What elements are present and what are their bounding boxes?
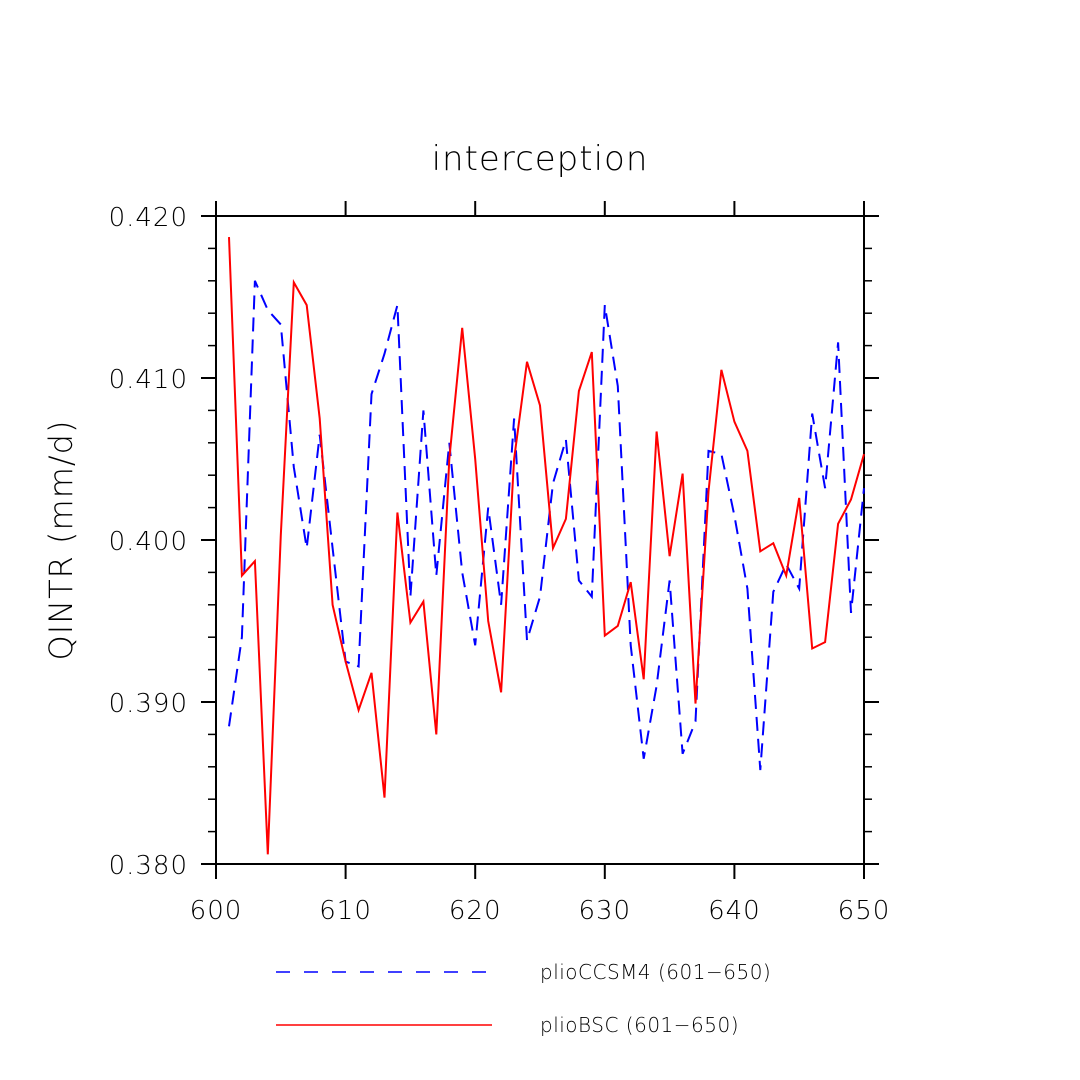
x-tick-label: 600 xyxy=(190,896,243,926)
series-line-2 xyxy=(228,237,865,855)
y-tick-label: 0.400 xyxy=(109,527,188,557)
y-tick-label: 0.410 xyxy=(109,365,188,395)
chart-title: interception xyxy=(432,139,649,179)
x-tick-label: 620 xyxy=(449,896,502,926)
x-tick-label: 610 xyxy=(319,896,372,926)
plot-area: 600 610 620 630 640 650 0.380 0.390 0.400 0.410 0.… xyxy=(109,201,891,926)
y-axis-label: QINTR (mm/d) xyxy=(42,420,80,661)
series-line-1 xyxy=(228,280,865,771)
legend: plioCCSM4 (601−650) plioBSC (601−650) xyxy=(276,960,771,1037)
x-tick-label: 630 xyxy=(578,896,631,926)
x-tick-label: 650 xyxy=(838,896,891,926)
x-tick-label: 640 xyxy=(708,896,761,926)
y-tick-label: 0.390 xyxy=(109,689,188,719)
legend-label-1: plioCCSM4 (601−650) xyxy=(540,960,771,984)
plot-frame xyxy=(215,215,865,865)
y-tick-label: 0.420 xyxy=(109,203,188,233)
legend-label-2: plioBSC (601−650) xyxy=(540,1013,739,1037)
y-tick-label: 0.380 xyxy=(109,851,188,881)
